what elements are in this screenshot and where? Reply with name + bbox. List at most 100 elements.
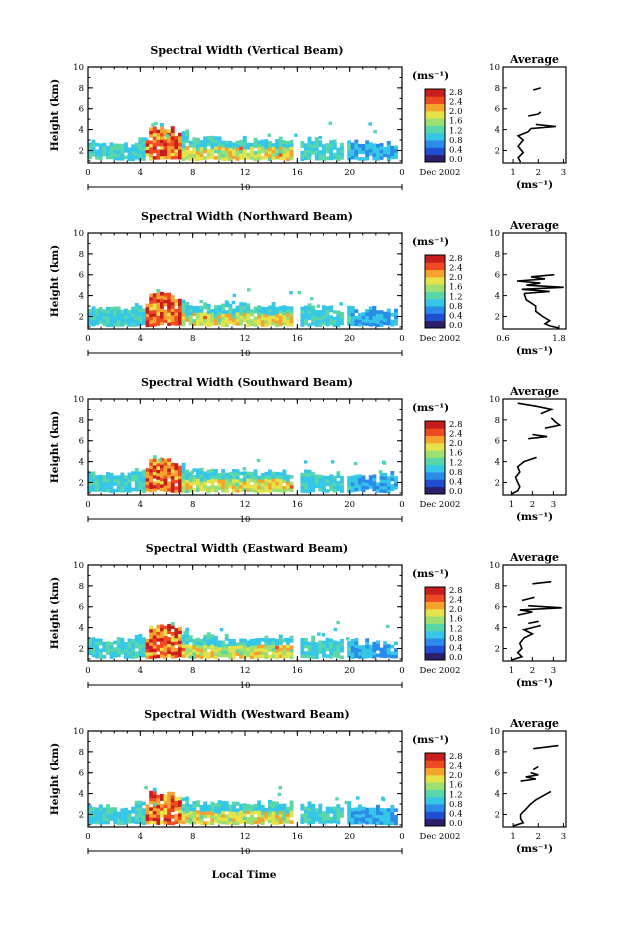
heatmap-cell	[217, 653, 222, 658]
heatmap-cell	[106, 648, 110, 652]
heatmap-cell	[314, 648, 319, 653]
heatmap-cell	[300, 651, 305, 655]
heatmap-cell	[394, 648, 398, 652]
heatmap-cell	[210, 805, 215, 809]
heatmap-cell	[152, 156, 157, 160]
heatmap-cell	[217, 820, 222, 824]
heatmap-cell	[271, 146, 276, 151]
colorbar-tick-label: 0.8	[449, 468, 463, 478]
heatmap-cell	[275, 145, 280, 150]
heatmap-cell	[134, 638, 139, 642]
heatmap-cell	[152, 484, 157, 489]
heatmap-cell	[277, 792, 282, 796]
colorbar-segment	[425, 118, 445, 126]
heatmap-cell	[160, 321, 164, 326]
heatmap-cell	[289, 291, 293, 295]
heatmap-cell	[250, 808, 254, 812]
heatmap-cell	[325, 813, 330, 817]
x-tick-label: 8	[190, 168, 195, 178]
heatmap-cell	[235, 150, 240, 155]
heatmap-cell	[145, 487, 150, 492]
heatmap-cell	[163, 319, 168, 323]
heatmap-cell	[217, 152, 222, 157]
heatmap-cell	[109, 479, 114, 484]
heatmap-cell	[214, 639, 218, 643]
x-tick-label: 0	[85, 334, 90, 344]
profile-y-tick-label: 2	[495, 146, 500, 156]
heatmap-cell	[289, 820, 294, 824]
y-tick-label: 8	[79, 84, 84, 94]
heatmap-cell	[149, 472, 154, 476]
heatmap-cell	[95, 820, 100, 825]
heatmap-cell	[210, 488, 215, 493]
heatmap-cell	[232, 648, 236, 653]
heatmap-cell	[264, 323, 269, 328]
heatmap-cell	[221, 323, 226, 327]
heatmap-cell	[124, 142, 128, 146]
heatmap-cell	[307, 136, 312, 141]
heatmap-cell	[188, 140, 193, 145]
heatmap-cell	[131, 645, 136, 650]
heatmap-cell	[138, 800, 143, 805]
heatmap-cell	[250, 488, 254, 492]
heatmap-cell	[156, 476, 161, 480]
heatmap-cell	[88, 648, 92, 652]
heatmap-cell	[347, 820, 352, 825]
heatmap-cell	[142, 469, 146, 474]
heatmap-cell	[368, 313, 373, 317]
heatmap-cell	[304, 813, 308, 817]
heatmap-cell	[142, 476, 146, 480]
heatmap-cell	[354, 315, 359, 320]
heatmap-cell	[268, 489, 272, 493]
heatmap-cell	[286, 647, 290, 652]
heatmap-cell	[149, 320, 154, 324]
colorbar-segment	[425, 645, 445, 654]
heatmap-cell	[196, 141, 200, 145]
heatmap-cell	[221, 150, 226, 155]
heatmap-cell	[98, 817, 103, 822]
heatmap-cell	[260, 804, 265, 809]
heatmap-cell	[167, 798, 172, 802]
heatmap-cell	[116, 643, 121, 648]
heatmap-cell	[95, 311, 100, 316]
heatmap-cell	[242, 651, 247, 656]
heatmap-cell	[113, 482, 118, 486]
heatmap-cell	[347, 814, 352, 818]
heatmap-cell	[321, 633, 326, 637]
heatmap-cell	[214, 136, 218, 140]
heatmap-cell	[307, 316, 312, 321]
heatmap-cell	[224, 310, 229, 314]
heatmap-cell	[282, 143, 287, 148]
heatmap-cell	[203, 146, 208, 150]
profile-x-tick-label: 1	[510, 832, 515, 842]
heatmap-cell	[185, 486, 190, 490]
heatmap-cell	[300, 306, 305, 311]
colorbar-segment	[425, 89, 445, 97]
heatmap-cell	[386, 647, 391, 652]
heatmap-cell	[358, 157, 362, 161]
heatmap-cell	[365, 153, 370, 158]
heatmap-cell	[95, 485, 100, 489]
heatmap-cell	[383, 479, 388, 484]
heatmap-cell	[253, 641, 258, 646]
heatmap-cell	[282, 153, 287, 157]
x-tick-label: 4	[138, 500, 143, 510]
heatmap-cell	[138, 633, 143, 638]
heatmap-cell	[336, 487, 341, 492]
heatmap-cell	[170, 311, 175, 316]
heatmap-cell	[329, 146, 334, 151]
heatmap-cell	[210, 478, 215, 483]
heatmap-cell	[289, 810, 294, 814]
heatmap-cell	[124, 642, 128, 646]
heatmap-cell	[246, 820, 251, 825]
heatmap-cell	[167, 461, 172, 466]
heatmap-cell	[163, 642, 168, 646]
heatmap-cell	[300, 150, 305, 155]
heatmap-cell	[286, 141, 290, 145]
heatmap-cell	[167, 471, 172, 476]
heatmap-cell	[329, 820, 334, 824]
heatmap-cell	[336, 620, 340, 625]
heatmap-cell	[268, 308, 272, 313]
heatmap-cell	[199, 305, 204, 310]
heatmap-cell	[264, 145, 269, 150]
